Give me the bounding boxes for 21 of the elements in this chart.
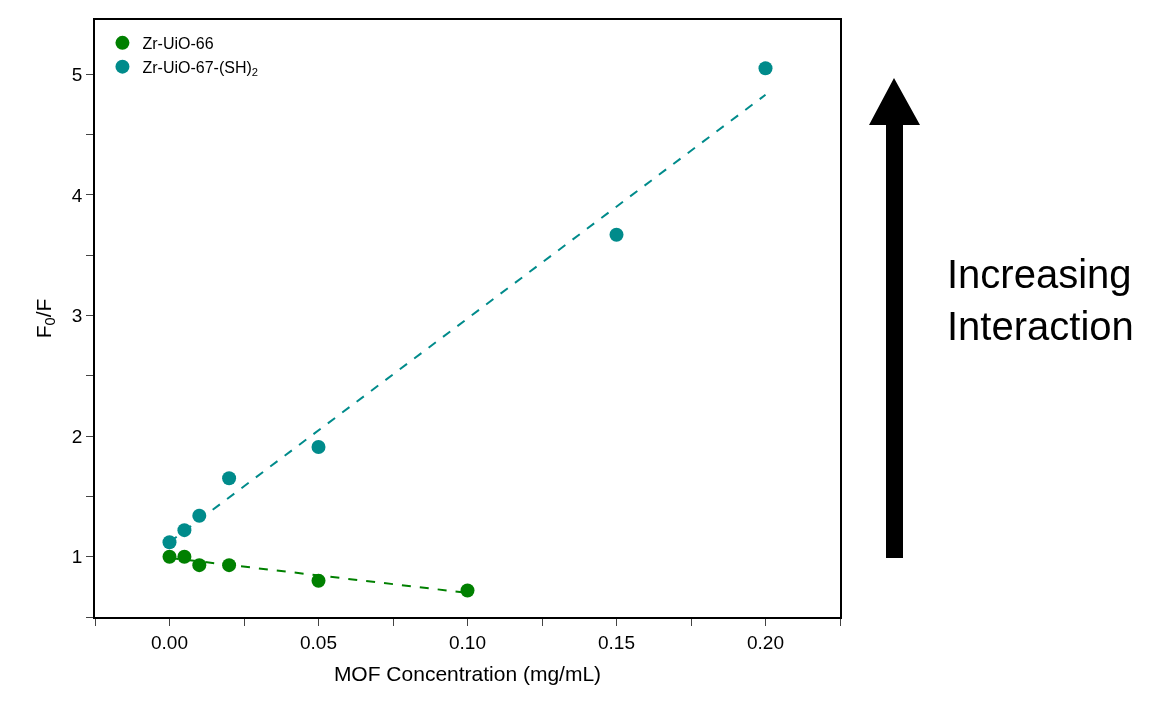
x-tick-label: 0.15	[598, 631, 635, 653]
legend-label: Zr-UiO-67-(SH)$_{2}$	[142, 58, 259, 79]
point	[609, 227, 624, 242]
x-tick-label: 0.10	[449, 631, 486, 653]
point	[177, 549, 192, 564]
point	[758, 61, 773, 76]
text: Increasing Interaction	[947, 252, 1134, 348]
point	[460, 583, 475, 598]
y-tick-label: 2	[71, 425, 83, 447]
x-tick-label: 0.00	[151, 631, 188, 653]
point	[222, 471, 237, 486]
legend-label: Zr-UiO-66	[142, 35, 214, 53]
y-tick-label: 4	[71, 184, 83, 206]
y-tick-label: 1	[71, 546, 83, 568]
y-tick-label: 3	[71, 305, 83, 327]
x-tick-label: 0.05	[300, 631, 337, 653]
point	[192, 558, 207, 573]
y-tick-label: 5	[71, 63, 83, 85]
x-tick-label: 0.20	[747, 631, 784, 653]
x-axis-title: MOF Concentration (mg/mL)	[333, 662, 602, 686]
point	[311, 439, 326, 454]
